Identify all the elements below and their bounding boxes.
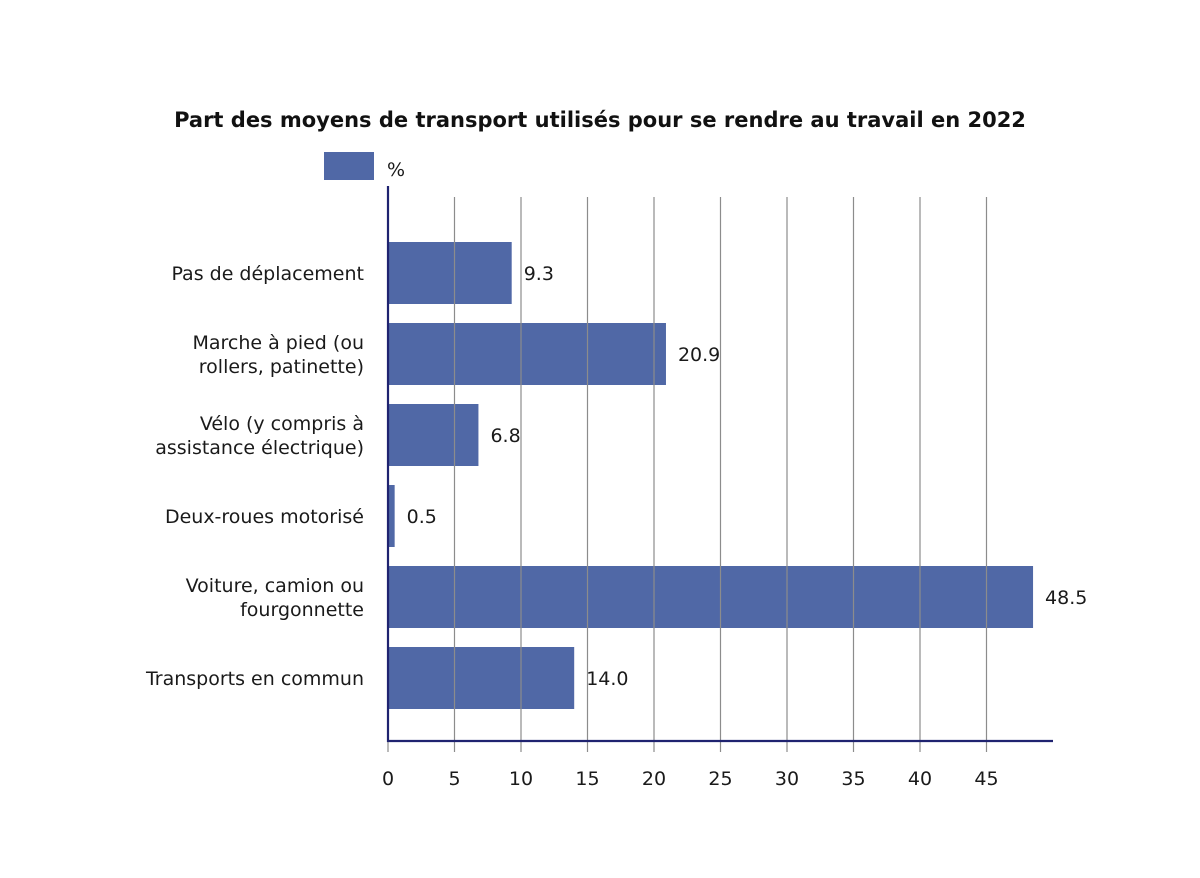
category-label: Voiture, camion ou: [186, 575, 364, 597]
bar: [388, 485, 395, 547]
data-label: 20.9: [678, 344, 720, 366]
bars: [388, 242, 1034, 709]
x-tick-label: 0: [382, 768, 394, 790]
category-label: Deux-roues motorisé: [165, 506, 364, 528]
category-label: rollers, patinette): [199, 356, 364, 378]
bar: [388, 566, 1034, 628]
category-label: Vélo (y compris à: [200, 413, 364, 435]
legend-label: %: [387, 159, 405, 181]
legend-swatch: [324, 152, 374, 180]
gridlines: [453, 197, 988, 741]
bar: [388, 404, 479, 466]
category-label: Marche à pied (ou: [192, 332, 364, 354]
bar: [388, 647, 575, 709]
x-tick-label: 45: [974, 768, 998, 790]
x-tick-label: 30: [775, 768, 799, 790]
data-label: 9.3: [524, 263, 554, 285]
category-label: fourgonnette: [240, 599, 364, 621]
x-tick-label: 15: [575, 768, 599, 790]
category-label: assistance électrique): [155, 437, 364, 459]
x-tick-label: 35: [841, 768, 865, 790]
x-tick-label: 40: [908, 768, 932, 790]
data-label: 0.5: [407, 506, 437, 528]
data-label: 6.8: [490, 425, 520, 447]
x-tick-label: 25: [708, 768, 732, 790]
x-tick-label: 10: [509, 768, 533, 790]
category-label: Transports en commun: [145, 668, 364, 690]
legend: %: [324, 152, 405, 181]
chart-title: Part des moyens de transport utilisés po…: [174, 108, 1026, 132]
bar: [388, 323, 666, 385]
axes: [386, 186, 1053, 752]
data-label: 14.0: [586, 668, 628, 690]
labels: 9.3 Pas de déplacement 20.9 Marche à pied (…: [145, 263, 1087, 790]
x-tick-label: 5: [448, 768, 460, 790]
x-tick-label: 20: [642, 768, 666, 790]
category-label: Pas de déplacement: [171, 263, 364, 285]
bar: [388, 242, 512, 304]
data-label: 48.5: [1045, 587, 1087, 609]
